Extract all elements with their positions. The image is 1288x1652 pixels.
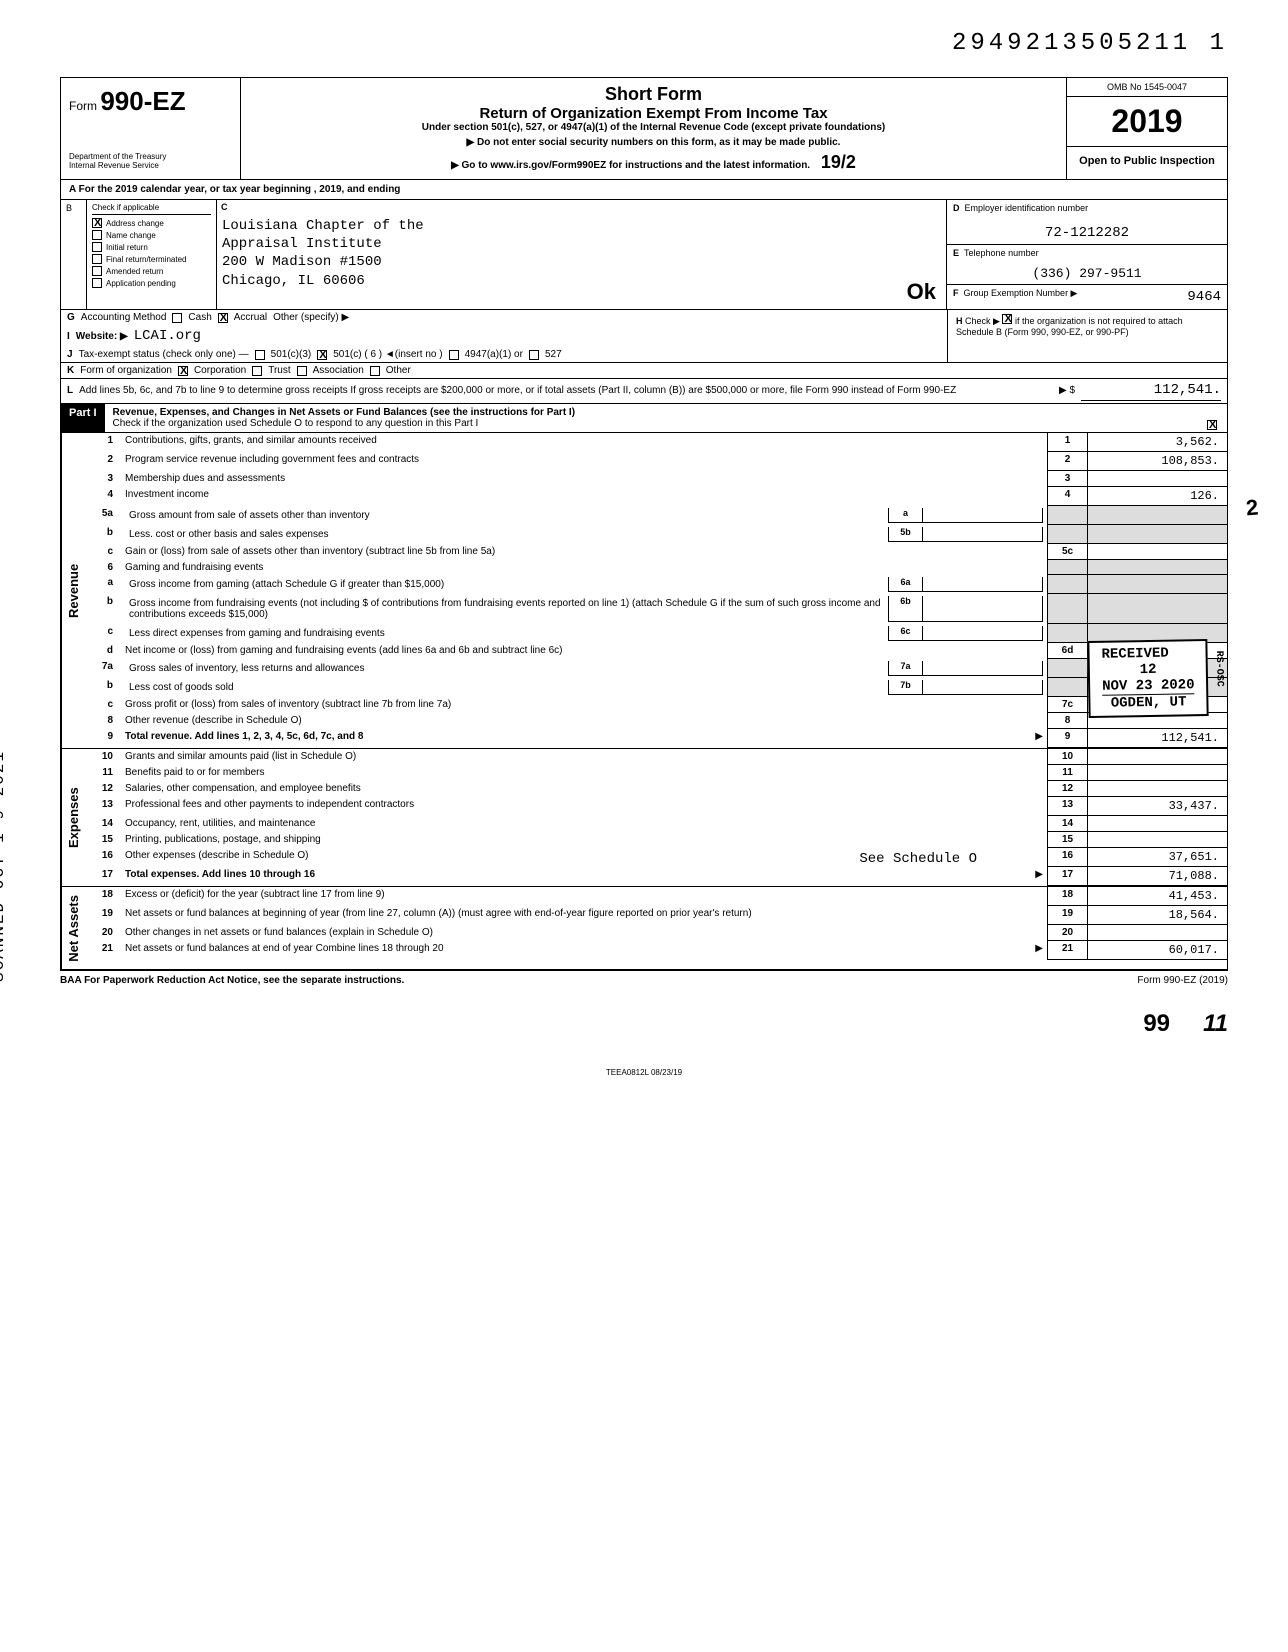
ein-value: 72-1212282 (953, 213, 1221, 241)
line-15-amount (1087, 832, 1227, 848)
row-l: L Add lines 5b, 6c, and 7b to line 9 to … (61, 378, 1227, 402)
line-5c-amount (1087, 544, 1227, 560)
line-14-amount (1087, 816, 1227, 832)
expenses-label: Expenses (61, 749, 91, 886)
line-11-amount (1087, 765, 1227, 781)
ok-mark: Ok (907, 279, 936, 305)
line-16-amount: 37,651. (1087, 848, 1227, 867)
revenue-label: Revenue (61, 433, 91, 748)
check-501c3[interactable] (255, 350, 265, 360)
check-527[interactable] (529, 350, 539, 360)
line-9-amount: 112,541. (1087, 729, 1227, 748)
org-name-line2: Appraisal Institute (222, 235, 941, 253)
check-schedule-o-part1[interactable] (1207, 420, 1217, 430)
scanned-stamp: SCANNED OCT 1 9 2021 (0, 750, 8, 982)
group-exemption-value: 9464 (1187, 288, 1221, 306)
section-f-group: F Group Exemption Number ▶ 9464 (947, 285, 1227, 309)
expenses-section: Expenses 10Grants and similar amounts pa… (60, 748, 1228, 886)
line-19-amount: 18,564. (1087, 906, 1227, 925)
line-20-amount (1087, 925, 1227, 941)
dept-treasury: Department of the Treasury Internal Reve… (69, 152, 232, 171)
check-initial-return[interactable]: Initial return (92, 241, 211, 253)
omb-number: OMB No 1545-0047 (1067, 78, 1227, 97)
check-accrual[interactable] (218, 313, 228, 323)
row-g: G Accounting Method Cash Accrual Other (… (61, 310, 947, 325)
form-header: Form 990-EZ Department of the Treasury I… (60, 77, 1228, 180)
check-name-change[interactable]: Name change (92, 229, 211, 241)
form-warn: ▶ Do not enter social security numbers o… (261, 137, 1046, 148)
check-application-pending[interactable]: Application pending (92, 277, 211, 289)
handwritten-note-4: 11 (1203, 1010, 1228, 1037)
line-12-amount (1087, 781, 1227, 797)
check-other-org[interactable] (370, 366, 380, 376)
footer-right: Form 990-EZ (2019) (1137, 975, 1228, 986)
form-subtitle: Return of Organization Exempt From Incom… (261, 105, 1046, 122)
rows-g-through-k: G Accounting Method Cash Accrual Other (… (60, 310, 1228, 403)
website-value: LCAI.org (134, 327, 201, 345)
handwritten-note-1: 19/2 (821, 152, 856, 172)
identity-block: B Check if applicable Address change Nam… (60, 200, 1228, 310)
section-e-phone: E Telephone number (336) 297-9511 (947, 245, 1227, 285)
footer-left: BAA For Paperwork Reduction Act Notice, … (60, 975, 404, 986)
line-4-amount: 126. (1087, 487, 1227, 506)
label-b: B (61, 200, 87, 309)
net-assets-section: Net Assets 18Excess or (deficit) for the… (60, 886, 1228, 971)
netassets-label: Net Assets (61, 887, 91, 970)
see-schedule-o: See Schedule O (859, 850, 977, 868)
open-public: Open to Public Inspection (1067, 147, 1227, 175)
org-name-address: C Louisiana Chapter of the Appraisal Ins… (217, 200, 947, 309)
row-a-calendar-year: A For the 2019 calendar year, or tax yea… (60, 180, 1228, 200)
line-3-amount (1087, 471, 1227, 487)
org-address-line1: 200 W Madison #1500 (222, 253, 941, 271)
received-stamp: RECEIVED 12 NOV 23 2020 OGDEN, UT RS-OSC (1087, 639, 1209, 718)
line-18-amount: 41,453. (1087, 887, 1227, 906)
tax-year: 2019 (1067, 97, 1227, 147)
form-title: Short Form (261, 84, 1046, 105)
document-number: 2949213505211 1 (60, 30, 1228, 57)
check-trust[interactable] (252, 366, 262, 376)
check-cash[interactable] (172, 313, 182, 323)
check-association[interactable] (297, 366, 307, 376)
row-i: I Website: ▶ LCAI.org (61, 325, 947, 347)
part-1-title: Revenue, Expenses, and Changes in Net As… (113, 407, 576, 418)
line-21-amount: 60,017. (1087, 941, 1227, 960)
row-h: H Check ▶ if the organization is not req… (947, 310, 1227, 362)
row-j: J Tax-exempt status (check only one) — 5… (61, 347, 947, 362)
check-4947[interactable] (449, 350, 459, 360)
check-501c[interactable] (317, 350, 327, 360)
line-1-amount: 3,562. (1087, 433, 1227, 452)
check-amended-return[interactable]: Amended return (92, 265, 211, 277)
line-17-amount: 71,088. (1087, 867, 1227, 886)
section-d-ein: D Employer identification number 72-1212… (947, 200, 1227, 245)
phone-value: (336) 297-9511 (953, 258, 1221, 281)
check-final-return[interactable]: Final return/terminated (92, 253, 211, 265)
form-goto: ▶ Go to www.irs.gov/Form990EZ for instru… (261, 152, 1046, 173)
check-address-change[interactable]: Address change (92, 217, 211, 229)
handwritten-note-2: 2 (1245, 495, 1259, 522)
line-13-amount: 33,437. (1087, 797, 1227, 816)
form-number: Form 990-EZ (69, 86, 232, 117)
part-1-header: Part I Revenue, Expenses, and Changes in… (60, 404, 1228, 433)
check-corporation[interactable] (178, 366, 188, 376)
row-k: K Form of organization Corporation Trust… (61, 362, 1227, 378)
form-under: Under section 501(c), 527, or 4947(a)(1)… (261, 122, 1046, 133)
handwritten-note-3: 99 (1143, 1010, 1170, 1037)
line-2-amount: 108,853. (1087, 452, 1227, 471)
gross-receipts-value: 112,541. (1081, 381, 1221, 400)
revenue-section: Revenue 1Contributions, gifts, grants, a… (60, 433, 1228, 748)
org-address-line2: Chicago, IL 60606 (222, 272, 941, 290)
org-name-line1: Louisiana Chapter of the (222, 217, 941, 235)
line-10-amount (1087, 749, 1227, 765)
check-schedule-b[interactable] (1002, 314, 1012, 324)
page-footer-code: TEEA0812L 08/23/19 (60, 1068, 1228, 1077)
footer-row: BAA For Paperwork Reduction Act Notice, … (60, 970, 1228, 990)
check-applicable: Check if applicable Address change Name … (87, 200, 217, 309)
